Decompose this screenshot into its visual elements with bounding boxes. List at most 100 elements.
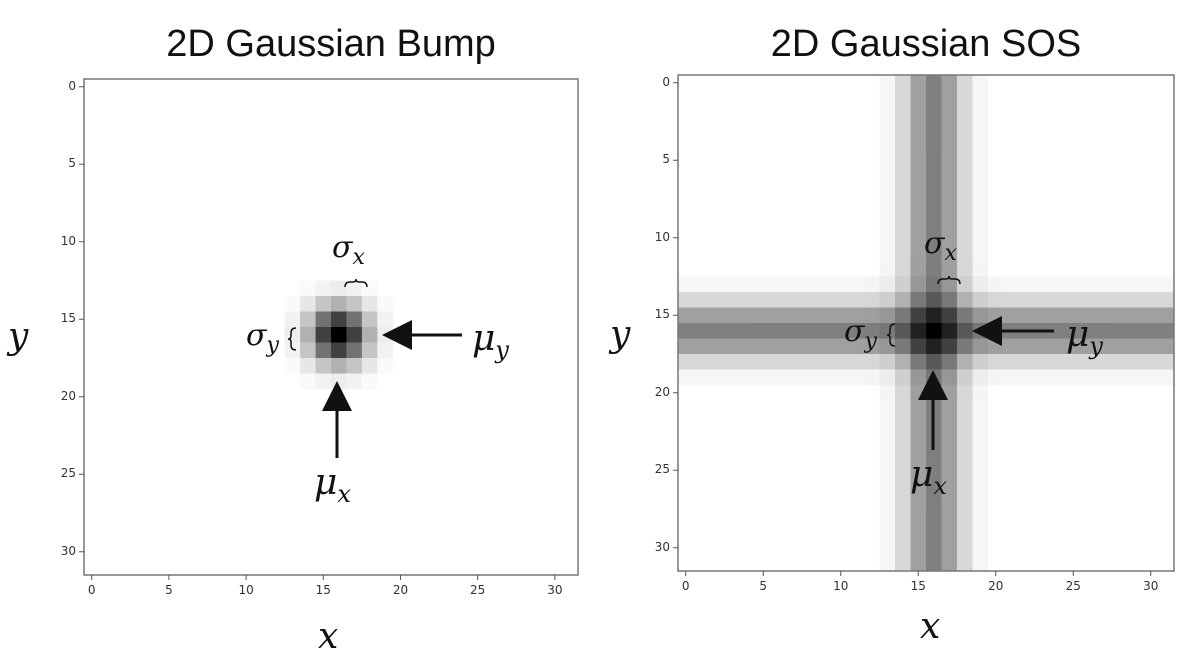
heatmap-cell [377,358,394,374]
heatmap-cell [972,90,989,107]
heatmap-cell [1112,354,1128,370]
heatmap-cell [740,338,756,355]
heatmap-cell [802,307,818,324]
heatmap-cell [895,555,911,572]
heatmap-cell [957,75,973,91]
heatmap-cell [957,106,973,122]
heatmap-cell [941,214,958,231]
heatmap-cell [331,296,347,312]
heatmap-cell [895,214,911,231]
sigma-y-brace-bump [287,327,297,351]
heatmap-cell [941,462,958,479]
heatmap-cell [895,385,911,401]
heatmap-cell [879,524,896,541]
heatmap-cell [740,354,756,370]
y-tick-label: 25 [60,466,76,481]
x-axis-label-sos: x [920,606,941,647]
heatmap-cell [957,509,973,525]
heatmap-cell [957,183,973,200]
x-tick-label: 25 [470,583,486,597]
heatmap-cell [1096,323,1113,339]
heatmap-cell [972,106,989,122]
heatmap-cell [709,323,725,339]
heatmap-cell [941,540,958,556]
heatmap-cell [895,338,911,355]
heatmap-cell [724,323,741,339]
heatmap-cell [315,327,332,343]
heatmap-cell [895,462,911,479]
heatmap-cell [693,354,710,370]
sigma-x-brace-sos [937,275,961,285]
heatmap-cell [361,342,378,359]
heatmap-cell [941,152,958,169]
heatmap-sos [673,74,1175,576]
heatmap-cell [709,338,725,355]
heatmap-cell [786,276,803,293]
heatmap-cell [926,214,942,231]
heatmap-cell [972,524,989,541]
heatmap-cell [1081,276,1097,293]
heatmap-cell [879,152,896,169]
heatmap-cell [1127,338,1144,355]
heatmap-cell [848,354,865,370]
heatmap-cell [833,307,849,324]
heatmap-cell [972,137,989,153]
heatmap-cell [910,338,927,355]
heatmap-cell [941,90,958,107]
heatmap-cell [895,524,911,541]
heatmap-cell [1112,307,1128,324]
heatmap-cell [786,323,803,339]
heatmap-cell [895,400,911,417]
sigma-y-subscript: y [864,329,877,354]
mu-y-annotation-bump: μy [472,318,509,364]
heatmap-cell [879,245,896,262]
heatmap-cell [361,373,378,390]
heatmap-cell [926,292,942,308]
heatmap-cell [895,369,911,386]
heatmap-cell [724,338,741,355]
heatmap-cell [910,152,927,169]
heatmap-cell [786,369,803,386]
heatmap-cell [1065,338,1082,355]
heatmap-cell [972,230,989,246]
mu-x-annotation-sos: μx [910,454,947,500]
heatmap-cell [361,296,378,312]
x-tick-label: 20 [392,583,409,597]
heatmap-cell [300,296,316,312]
heatmap-cell [879,416,896,432]
heatmap-cell [771,307,787,324]
heatmap-cell [1158,276,1175,293]
heatmap-cell [879,493,896,510]
heatmap-cell [331,280,347,297]
heatmap-cell [941,478,958,494]
heatmap-cell [879,214,896,231]
heatmap-cell [1081,354,1097,370]
heatmap-cell [361,327,378,343]
heatmap-cell [361,358,378,374]
y-tick-label: 5 [662,152,670,167]
y-tick-label: 25 [654,462,670,477]
heatmap-cell [957,338,973,355]
heatmap-cell [346,280,363,297]
heatmap-cell [941,400,958,417]
heatmap-cell [895,183,911,200]
heatmap-cell [941,245,958,262]
heatmap-cell [1127,369,1144,386]
heatmap-cell [941,307,958,324]
heatmap-cell [724,354,741,370]
heatmap-cell [740,369,756,386]
heatmap-cell [910,230,927,246]
heatmap-cell [1096,292,1113,308]
heatmap-cell [988,369,1004,386]
heatmap-cell [864,276,880,293]
heatmap-cell [1143,323,1159,339]
heatmap-cell [910,292,927,308]
heatmap-cell [895,431,911,448]
heatmap-cell [957,199,973,215]
heatmap-cell [972,493,989,510]
x-tick-label: 15 [910,579,926,593]
heatmap-cell [284,342,301,359]
heatmap-cell [817,369,834,386]
heatmap-cell [1127,292,1144,308]
heatmap-cell [941,261,958,277]
